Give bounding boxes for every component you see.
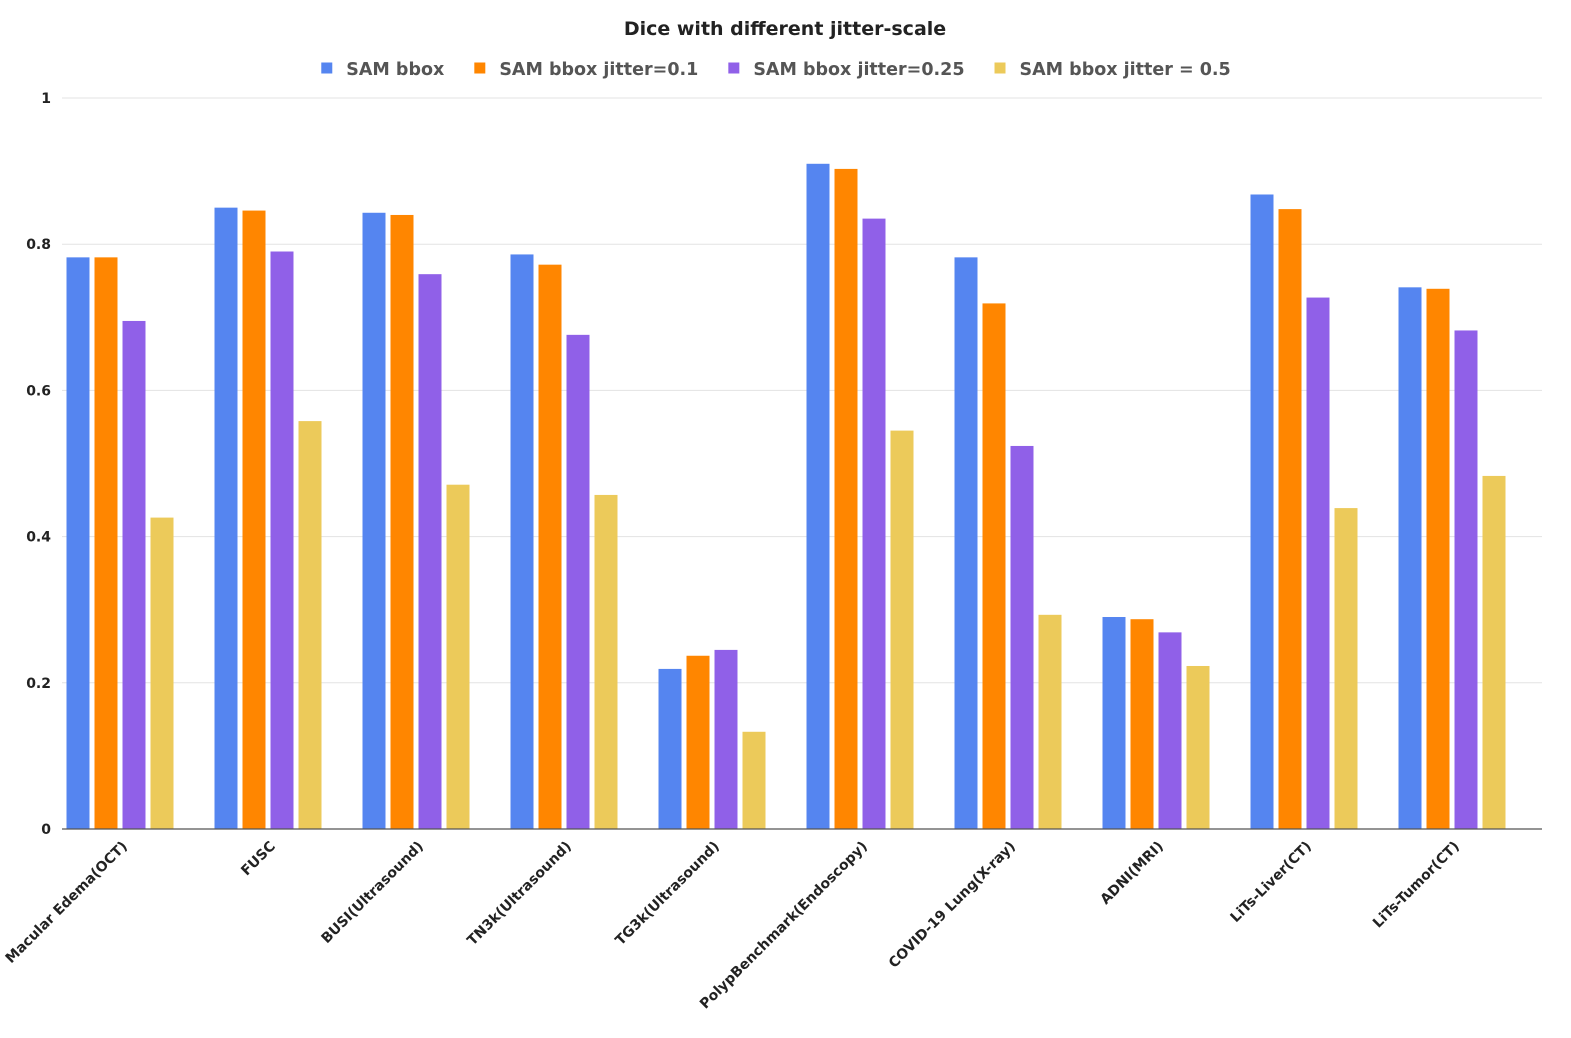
- bar: SAM bbox / PolypBenchmark(Endoscopy): 0.…: [806, 163, 830, 830]
- x-tick-label: ADNI(MRI): [1097, 839, 1166, 908]
- y-tick-label: 0: [41, 822, 51, 838]
- bar: SAM bbox jitter=0.1 / ADNI(MRI): 0.287: [1130, 619, 1154, 829]
- legend-item[interactable]: SAM bbox: [321, 60, 445, 80]
- bar: SAM bbox jitter=0.25 / FUSC: 0.79: [270, 251, 294, 829]
- legend-item[interactable]: SAM bbox jitter=0.25: [728, 60, 965, 80]
- bar: SAM bbox / BUSI(Ultrasound): 0.843: [362, 212, 386, 830]
- bar: SAM bbox jitter=0.25 / LiTs-Tumor(CT): 0…: [1454, 330, 1478, 829]
- x-tick-label: PolypBenchmark(Endoscopy): [697, 839, 871, 1013]
- bar: SAM bbox jitter=0.1 / BUSI(Ultrasound): …: [390, 214, 414, 829]
- chart-title: Dice with different jitter-scale: [624, 18, 946, 40]
- bar: SAM bbox jitter = 0.5 / ADNI(MRI): 0.223: [1186, 665, 1210, 829]
- bar: SAM bbox jitter = 0.5 / FUSC: 0.558: [298, 421, 322, 829]
- x-tick-label: COVID-19 Lung(X-ray): [886, 839, 1019, 972]
- bar: SAM bbox jitter=0.1 / TN3k(Ultrasound): …: [538, 264, 562, 830]
- bar: SAM bbox jitter=0.1 / COVID-19 Lung(X-ra…: [982, 303, 1006, 829]
- legend-label: SAM bbox jitter = 0.5: [1020, 60, 1231, 80]
- bar: SAM bbox jitter = 0.5 / LiTs-Liver(CT): …: [1334, 508, 1358, 829]
- legend-item[interactable]: SAM bbox jitter = 0.5: [994, 60, 1231, 80]
- bar: SAM bbox jitter = 0.5 / Macular Edema(OC…: [150, 517, 174, 829]
- bar: SAM bbox jitter=0.25 / COVID-19 Lung(X-r…: [1010, 445, 1034, 829]
- y-axis: 0 0.2 0.4 0.6 0.8 1: [26, 91, 51, 838]
- y-tick-label: 1: [41, 91, 51, 107]
- y-tick-label: 0.2: [26, 676, 51, 692]
- legend: SAM bbox SAM bbox jitter=0.1 SAM bbox jitt…: [321, 60, 1231, 80]
- bar: SAM bbox / TG3k(Ultrasound): 0.219: [658, 668, 682, 829]
- bar: SAM bbox jitter=0.1 / PolypBenchmark(End…: [834, 168, 858, 830]
- x-axis: Macular Edema(OCT) FUSC BUSI(Ultrasound) TN…: [3, 839, 1463, 1013]
- legend-label: SAM bbox jitter=0.25: [753, 60, 964, 80]
- bar: SAM bbox jitter = 0.5 / TG3k(Ultrasound)…: [742, 731, 766, 829]
- legend-item[interactable]: SAM bbox jitter=0.1: [474, 60, 698, 80]
- legend-swatch: [321, 62, 333, 74]
- bar: SAM bbox jitter=0.25 / Macular Edema(OCT…: [122, 320, 146, 829]
- legend-swatch: [994, 62, 1006, 74]
- x-tick-label: Macular Edema(OCT): [3, 839, 131, 967]
- bar: SAM bbox jitter=0.1 / LiTs-Tumor(CT): 0.…: [1426, 288, 1450, 829]
- legend-label: SAM bbox jitter=0.1: [499, 60, 698, 80]
- bar: SAM bbox jitter = 0.5 / PolypBenchmark(E…: [890, 430, 914, 829]
- x-tick-label: LiTs-Liver(CT): [1228, 839, 1315, 926]
- bar: SAM bbox / ADNI(MRI): 0.29: [1102, 617, 1126, 829]
- bar: SAM bbox jitter=0.25 / BUSI(Ultrasound):…: [418, 274, 442, 829]
- x-tick-label: LiTs-Tumor(CT): [1370, 839, 1463, 932]
- legend-label: SAM bbox: [346, 60, 445, 80]
- bar: SAM bbox / LiTs-Liver(CT): 0.868: [1250, 194, 1274, 829]
- bar: SAM bbox jitter=0.1 / LiTs-Liver(CT): 0.…: [1278, 209, 1302, 829]
- bar: SAM bbox / Macular Edema(OCT): 0.782: [66, 257, 90, 829]
- bar: SAM bbox jitter=0.25 / TG3k(Ultrasound):…: [714, 649, 738, 829]
- bar: SAM bbox / LiTs-Tumor(CT): 0.741: [1398, 287, 1422, 830]
- x-tick-label: TN3k(Ultrasound): [464, 839, 574, 949]
- x-tick-label: FUSC: [238, 839, 279, 880]
- bar: SAM bbox jitter = 0.5 / BUSI(Ultrasound)…: [446, 484, 470, 829]
- bar: SAM bbox jitter=0.25 / PolypBenchmark(En…: [862, 218, 886, 830]
- bar: SAM bbox / FUSC: 0.85: [214, 207, 238, 829]
- bar: SAM bbox jitter=0.25 / LiTs-Liver(CT): 0…: [1306, 297, 1330, 829]
- y-tick-label: 0.8: [26, 237, 51, 253]
- bar: SAM bbox / COVID-19 Lung(X-ray): 0.782: [954, 257, 978, 829]
- bar: SAM bbox jitter=0.1 / TG3k(Ultrasound): …: [686, 655, 710, 829]
- x-tick-label: TG3k(Ultrasound): [613, 839, 723, 949]
- bar: SAM bbox jitter = 0.5 / COVID-19 Lung(X-…: [1038, 614, 1062, 829]
- bar: SAM bbox jitter = 0.5 / LiTs-Tumor(CT): …: [1482, 475, 1506, 829]
- legend-swatch: [728, 62, 740, 74]
- x-tick-label: BUSI(Ultrasound): [318, 839, 426, 947]
- bar: SAM bbox jitter=0.25 / TN3k(Ultrasound):…: [566, 334, 590, 829]
- bar: SAM bbox jitter = 0.5 / TN3k(Ultrasound)…: [594, 494, 618, 829]
- bar: SAM bbox jitter=0.25 / ADNI(MRI): 0.269: [1158, 632, 1182, 829]
- legend-swatch: [474, 62, 486, 74]
- bars: SAM bbox / Macular Edema(OCT): 0.782SAM …: [66, 163, 1506, 830]
- y-tick-label: 0.6: [26, 383, 51, 399]
- y-tick-label: 0.4: [26, 530, 51, 546]
- bar: SAM bbox jitter=0.1 / Macular Edema(OCT)…: [94, 257, 118, 829]
- bar: SAM bbox jitter=0.1 / FUSC: 0.846: [242, 210, 266, 830]
- bar: SAM bbox / TN3k(Ultrasound): 0.786: [510, 254, 534, 829]
